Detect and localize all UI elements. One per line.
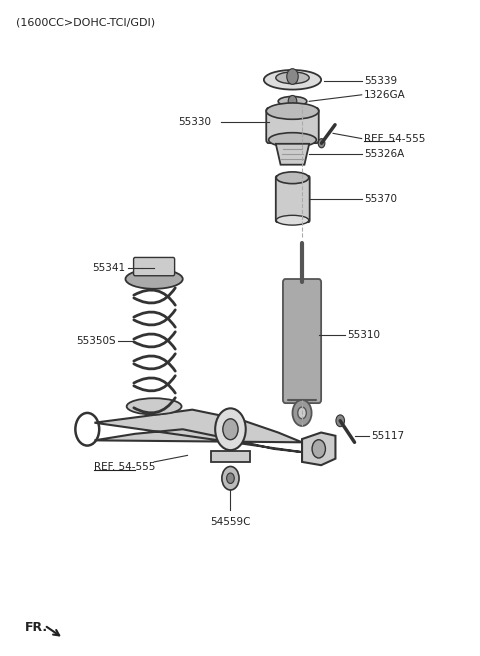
Text: 55350S: 55350S xyxy=(76,336,116,346)
Circle shape xyxy=(318,138,325,148)
Ellipse shape xyxy=(276,215,309,225)
Ellipse shape xyxy=(264,70,321,90)
Text: REF. 54-555: REF. 54-555 xyxy=(95,462,156,472)
Text: REF. 54-555: REF. 54-555 xyxy=(364,134,425,144)
Circle shape xyxy=(288,96,297,107)
FancyBboxPatch shape xyxy=(133,257,175,276)
Text: 55310: 55310 xyxy=(348,329,380,340)
Text: (1600CC>DOHC-TCI/GDI): (1600CC>DOHC-TCI/GDI) xyxy=(16,18,155,28)
Text: 55339: 55339 xyxy=(364,76,397,86)
Text: 55326A: 55326A xyxy=(364,150,404,159)
Text: 55117: 55117 xyxy=(371,431,404,441)
Polygon shape xyxy=(276,144,309,165)
Polygon shape xyxy=(95,409,302,452)
Circle shape xyxy=(292,400,312,426)
Text: 55370: 55370 xyxy=(364,194,397,204)
Circle shape xyxy=(287,69,298,85)
FancyBboxPatch shape xyxy=(283,279,321,403)
FancyBboxPatch shape xyxy=(266,108,319,143)
Polygon shape xyxy=(302,432,336,465)
Ellipse shape xyxy=(266,103,319,119)
Ellipse shape xyxy=(125,269,183,289)
Ellipse shape xyxy=(276,172,309,184)
Ellipse shape xyxy=(127,398,181,415)
Circle shape xyxy=(312,440,325,458)
Ellipse shape xyxy=(278,96,307,106)
Text: 55341: 55341 xyxy=(92,263,125,273)
Text: 55330: 55330 xyxy=(179,117,211,127)
Ellipse shape xyxy=(269,133,316,147)
Circle shape xyxy=(227,473,234,483)
Text: FR.: FR. xyxy=(25,621,48,634)
Circle shape xyxy=(336,415,345,426)
Circle shape xyxy=(298,407,306,419)
FancyBboxPatch shape xyxy=(276,176,310,222)
Circle shape xyxy=(215,408,246,450)
Text: 1326GA: 1326GA xyxy=(364,90,406,100)
Circle shape xyxy=(222,466,239,490)
Ellipse shape xyxy=(276,72,309,84)
Text: 54559C: 54559C xyxy=(210,518,251,527)
Circle shape xyxy=(223,419,238,440)
Polygon shape xyxy=(211,451,250,462)
